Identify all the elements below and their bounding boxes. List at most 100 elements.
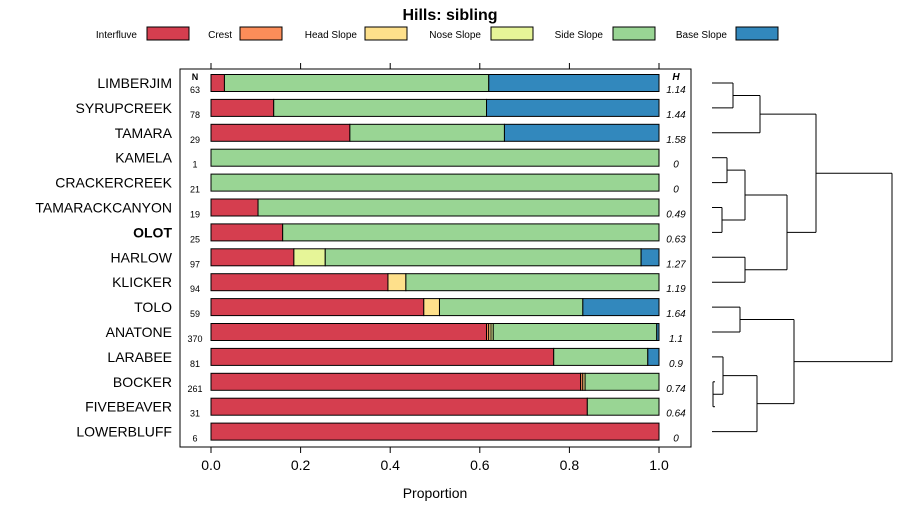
category-label: LOWERBLUFF [76, 424, 172, 440]
dendrogram [712, 82, 893, 433]
h-value: 1.64 [666, 309, 686, 320]
bar-segment-side-slope [492, 323, 658, 341]
bar-segment-interfluve [210, 397, 588, 416]
bar-segment-interfluve [210, 298, 425, 317]
bar-segment-base-slope [656, 323, 660, 341]
legend-label-interfluve: Interfluve [96, 30, 138, 41]
n-value: 63 [190, 85, 200, 95]
bar-segment-side-slope [438, 298, 584, 317]
legend-swatch-side-slope [612, 26, 656, 41]
bar-segment-side-slope [584, 372, 660, 391]
bar-segment-side-slope [210, 173, 660, 192]
bar-row-syrupcreek: SYRUPCREEK 78 1.44 [76, 98, 686, 121]
bar-row-bocker: BOCKER 261 0.74 [113, 372, 686, 395]
bar-segment-base-slope [640, 248, 660, 267]
n-value: 25 [190, 234, 200, 244]
bar-segment-side-slope [223, 74, 490, 92]
x-tick-label: 0.4 [380, 457, 400, 473]
category-label: OLOT [133, 224, 172, 240]
bar-segment-interfluve [210, 74, 225, 92]
bar-segment-interfluve [210, 422, 660, 441]
category-label: LIMBERJIM [97, 75, 172, 91]
bar-segment-nose-slope [293, 248, 326, 267]
h-value: 0 [673, 185, 679, 196]
x-tick-label: 1.0 [649, 457, 669, 473]
n-value: 29 [190, 135, 200, 145]
legend-label-crest: Crest [208, 30, 232, 41]
legend-swatch-nose-slope [490, 26, 534, 41]
h-value: 0 [673, 434, 679, 445]
bar-row-olot: OLOT 25 0.63 [133, 223, 686, 245]
category-label: SYRUPCREEK [76, 100, 173, 116]
category-label: LARABEE [107, 349, 172, 365]
h-value: 0 [673, 160, 679, 171]
x-tick-label: 0.6 [470, 457, 490, 473]
bar-row-anatone: ANATONE 370 1.1 [106, 323, 683, 345]
bar-row-tamara: TAMARA 29 1.58 [115, 123, 686, 146]
bar-segment-base-slope [488, 74, 660, 92]
bar-segment-head-slope [387, 273, 407, 292]
bar-segment-interfluve [210, 248, 295, 267]
category-label: TAMARA [115, 125, 173, 141]
bar-segment-base-slope [503, 123, 660, 142]
bar-segment-side-slope [257, 198, 660, 217]
n-value: 59 [190, 309, 200, 319]
bar-segment-interfluve [210, 323, 488, 341]
category-label: KAMELA [115, 150, 172, 166]
bar-segment-side-slope [210, 148, 660, 167]
x-tick-label: 0.0 [201, 457, 221, 473]
category-label: FIVEBEAVER [85, 399, 172, 415]
n-value: 94 [190, 284, 200, 294]
bar-row-larabee: LARABEE 81 0.9 [107, 347, 683, 370]
bar-segment-interfluve [210, 123, 351, 142]
bar-row-tamarackcanyon: TAMARACKCANYON 19 0.49 [35, 198, 686, 221]
legend-swatch-crest [239, 26, 283, 41]
bar-row-harlow: HARLOW 97 1.27 [111, 248, 686, 270]
h-value: 1.14 [666, 85, 686, 96]
legend-label-base-slope: Base Slope [676, 30, 728, 41]
category-label: TOLO [134, 299, 172, 315]
n-value: 6 [192, 434, 197, 444]
h-value: 1.58 [666, 135, 686, 146]
bar-segment-base-slope [647, 347, 660, 366]
n-value: 1 [192, 160, 197, 170]
bar-segment-interfluve [210, 98, 275, 117]
bar-segment-interfluve [210, 198, 259, 217]
n-value: 21 [190, 185, 200, 195]
bar-row-lowerbluff: LOWERBLUFF 6 0 [76, 422, 679, 445]
n-value: 97 [190, 259, 200, 269]
bar-segment-interfluve [210, 223, 284, 242]
n-value: 31 [190, 409, 200, 419]
x-tick-label: 0.8 [560, 457, 580, 473]
h-value: 0.64 [666, 409, 686, 420]
n-value: 19 [190, 210, 200, 220]
bar-segment-side-slope [282, 223, 660, 242]
bar-segment-side-slope [405, 273, 660, 292]
bar-row-crackercreek: CRACKERCREEK 21 0 [55, 173, 679, 196]
n-value: 81 [190, 359, 200, 369]
bar-segment-head-slope [423, 298, 440, 317]
n-column-header: N [192, 72, 199, 82]
n-value: 78 [190, 110, 200, 120]
bar-segment-base-slope [486, 98, 660, 117]
bar-row-klicker: KLICKER 94 1.19 [112, 273, 686, 295]
bar-row-limberjim: LIMBERJIM 63 1.14 [97, 74, 686, 96]
h-value: 0.9 [669, 359, 683, 370]
bar-segment-interfluve [210, 347, 555, 366]
legend-swatch-head-slope [364, 26, 408, 41]
bar-segment-side-slope [324, 248, 642, 267]
x-tick-label: 0.2 [291, 457, 311, 473]
legend: Interfluve Crest Head Slope Nose Slope Side … [96, 26, 779, 41]
category-label: TAMARACKCANYON [35, 200, 172, 216]
legend-label-side-slope: Side Slope [555, 30, 604, 41]
h-value: 1.1 [669, 334, 683, 345]
bar-segment-base-slope [582, 298, 660, 317]
bars: LIMBERJIM 63 1.14 SYRUPCREEK 78 1.44 TAMARA 29 1… [35, 74, 686, 445]
n-value: 261 [187, 384, 202, 394]
n-value: 370 [187, 334, 202, 344]
h-value: 0.49 [666, 210, 686, 221]
bar-segment-interfluve [210, 372, 582, 391]
h-value: 1.19 [666, 284, 686, 295]
category-label: HARLOW [111, 249, 173, 265]
h-column-header: H [672, 72, 680, 83]
